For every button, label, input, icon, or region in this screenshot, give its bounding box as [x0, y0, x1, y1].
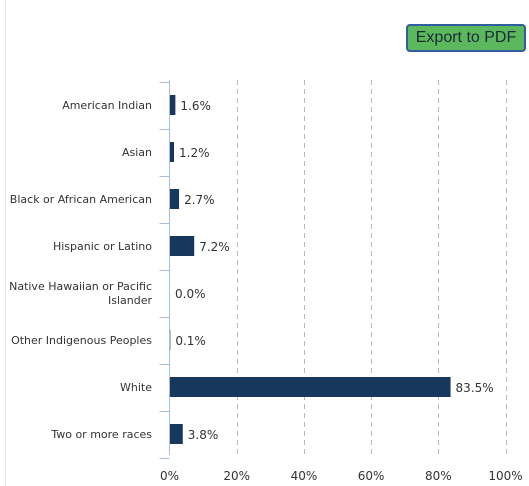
x-tick-label: 100%: [488, 469, 522, 483]
category-label-line: American Indian: [62, 99, 152, 112]
value-label: 3.8%: [188, 428, 219, 442]
value-label: 7.2%: [199, 240, 230, 254]
category-label-line: White: [120, 381, 152, 394]
category-label: White: [120, 381, 152, 394]
x-tick-label: 20%: [223, 469, 250, 483]
category-label-line: Black or African American: [10, 193, 152, 206]
x-tick-label: 80%: [425, 469, 452, 483]
value-label: 83.5%: [456, 381, 494, 395]
category-label: Asian: [122, 146, 152, 159]
x-tick-label: 0%: [160, 469, 179, 483]
value-label: 0.0%: [175, 287, 206, 301]
value-label: 1.2%: [179, 146, 210, 160]
bar: [170, 95, 176, 115]
bar: [170, 142, 175, 162]
category-label: Native Hawaiian or Pacific Islander: [9, 280, 152, 307]
category-label: American Indian: [62, 99, 152, 112]
category-label-line: Native Hawaiian or Pacific: [9, 280, 152, 293]
value-label: 0.1%: [175, 334, 206, 348]
category-label-line: Other Indigenous Peoples: [11, 334, 152, 347]
value-label: 1.6%: [180, 99, 211, 113]
category-label: Two or more races: [50, 428, 152, 441]
category-label-line: Islander: [108, 294, 152, 307]
category-label-line: Asian: [122, 146, 152, 159]
category-label-line: Hispanic or Latino: [53, 240, 152, 253]
export-to-pdf-button[interactable]: Export to PDF: [406, 24, 526, 52]
bar: [170, 424, 183, 444]
value-label: 2.7%: [184, 193, 215, 207]
category-label: Black or African American: [10, 193, 152, 206]
x-tick-label: 60%: [358, 469, 385, 483]
left-divider: [5, 0, 6, 486]
category-label-line: Two or more races: [50, 428, 152, 441]
bar: [170, 236, 195, 256]
x-tick-label: 40%: [291, 469, 318, 483]
category-label: Hispanic or Latino: [53, 240, 152, 253]
bar: [170, 377, 451, 397]
bar: [170, 189, 180, 209]
category-label: Other Indigenous Peoples: [11, 334, 152, 347]
